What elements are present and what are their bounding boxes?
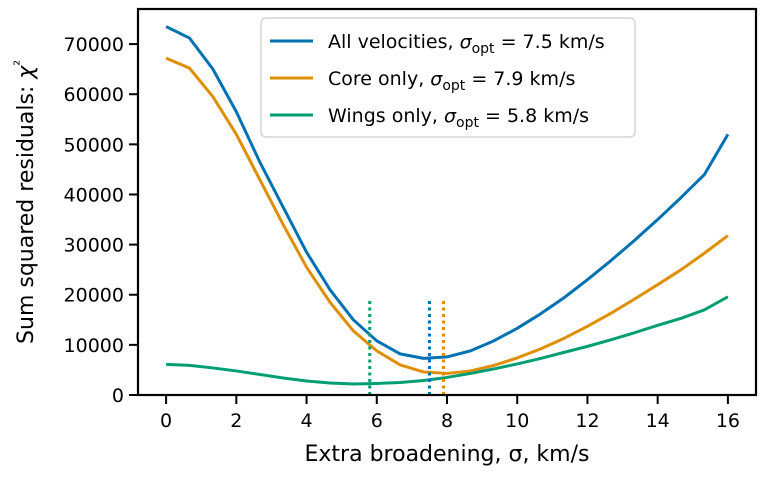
y-tick-label: 50000 <box>64 134 124 156</box>
x-tick-label: 12 <box>575 410 599 432</box>
legend: All velocities, σopt = 7.5 km/s Core only… <box>260 17 636 138</box>
y-tick-label: 10000 <box>64 335 124 357</box>
x-tick-label: 4 <box>300 410 312 432</box>
legend-box <box>260 17 636 138</box>
x-tick-label: 8 <box>441 410 453 432</box>
x-axis-label: Extra broadening, σ, km/s <box>305 442 590 467</box>
y-tick-label: 20000 <box>64 285 124 307</box>
series-line-3 <box>166 295 729 386</box>
x-tick-label: 16 <box>716 410 740 432</box>
x-tick-label: 6 <box>371 410 383 432</box>
y-axis-label: Sum squared residuals: χ² <box>12 60 39 344</box>
x-tick-label: 14 <box>646 410 670 432</box>
y-tick-label: 70000 <box>64 34 124 56</box>
plot-marks <box>165 25 730 395</box>
legend-label-2: Core only, σopt = 7.9 km/s <box>328 68 575 94</box>
y-tick-label: 0 <box>112 385 124 407</box>
legend-label-3: Wings only, σopt = 5.8 km/s <box>328 105 589 131</box>
axes: 0 2 4 6 8 10 12 14 16 0 10000 20000 30000 40000 50000 6… <box>64 34 740 432</box>
legend-label-1: All velocities, σopt = 7.5 km/s <box>328 31 605 57</box>
y-tick-label: 30000 <box>64 235 124 257</box>
series-line-1 <box>165 25 730 360</box>
y-tick-label: 60000 <box>64 84 124 106</box>
x-tick-label: 10 <box>505 410 529 432</box>
y-tick-label: 40000 <box>64 184 124 206</box>
series-line-2 <box>165 56 729 375</box>
x-tick-label: 2 <box>230 410 242 432</box>
x-tick-label: 0 <box>160 410 172 432</box>
